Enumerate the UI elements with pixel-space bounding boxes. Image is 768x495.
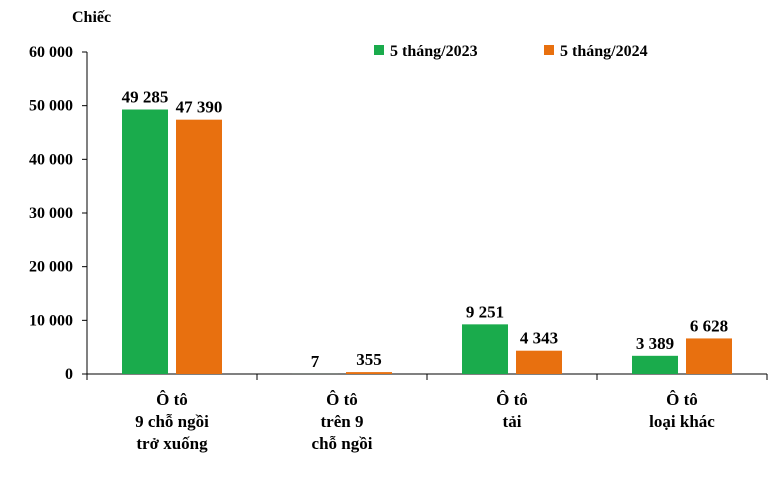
bar-value-label: 6 628 bbox=[690, 316, 728, 335]
value-labels: 49 285 47 390 7 355 9 251 4 343 3 389 6 628 bbox=[122, 88, 729, 371]
x-category-label: Ô tô loại khác bbox=[649, 390, 715, 431]
bar-series2 bbox=[516, 350, 562, 374]
y-tick-label: 60 000 bbox=[29, 44, 73, 61]
bar-value-label: 355 bbox=[356, 350, 382, 369]
bar-value-label: 4 343 bbox=[520, 329, 558, 348]
bar-series2 bbox=[346, 372, 392, 374]
y-axis: 0 10 000 20 000 30 000 40 000 50 000 60 000 bbox=[29, 44, 88, 383]
bar-value-label: 7 bbox=[311, 352, 320, 371]
y-tick-label: 0 bbox=[65, 366, 73, 383]
y-axis-unit-label: Chiếc bbox=[72, 9, 111, 26]
legend-swatch bbox=[544, 45, 554, 55]
x-category-label: Ô tô 9 chỗ ngồi trở xuống bbox=[135, 390, 209, 453]
bar-value-label: 9 251 bbox=[466, 302, 504, 321]
bars bbox=[122, 109, 732, 374]
y-tick-label: 30 000 bbox=[29, 205, 73, 222]
legend-label: 5 tháng/2023 bbox=[390, 43, 478, 60]
bar-value-label: 47 390 bbox=[176, 98, 223, 117]
y-tick-label: 10 000 bbox=[29, 312, 73, 329]
x-category-label: Ô tô trên 9 chỗ ngồi bbox=[312, 390, 373, 453]
bar-series1 bbox=[122, 109, 168, 374]
bar-series2 bbox=[686, 338, 732, 374]
x-category-label: Ô tô tải bbox=[496, 390, 528, 431]
bar-value-label: 3 389 bbox=[636, 334, 674, 353]
bar-series1 bbox=[632, 355, 678, 374]
bar-series2 bbox=[176, 119, 222, 374]
legend: 5 tháng/2023 5 tháng/2024 bbox=[374, 43, 648, 60]
y-tick-label: 20 000 bbox=[29, 259, 73, 276]
x-axis: Ô tô 9 chỗ ngồi trở xuống Ô tô trên 9 chỗ ngồ… bbox=[86, 373, 768, 453]
legend-label: 5 tháng/2024 bbox=[560, 43, 648, 60]
legend-swatch bbox=[374, 45, 384, 55]
y-tick-label: 40 000 bbox=[29, 151, 73, 168]
bar-series1 bbox=[462, 324, 508, 374]
y-tick-label: 50 000 bbox=[29, 98, 73, 115]
bar-value-label: 49 285 bbox=[122, 88, 169, 107]
